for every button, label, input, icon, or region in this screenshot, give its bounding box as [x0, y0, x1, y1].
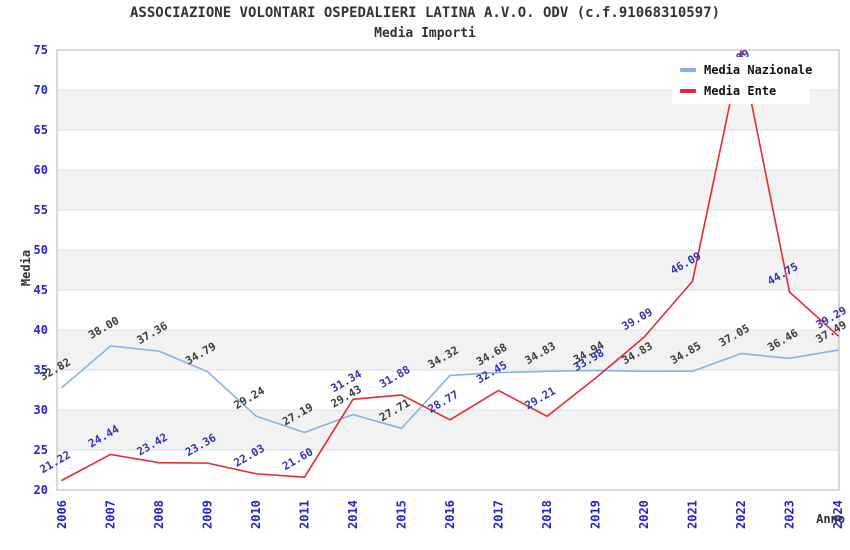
x-tick-label: 2015 — [395, 500, 409, 529]
y-tick-label: 60 — [34, 163, 48, 177]
y-axis-title: Media — [19, 250, 33, 286]
x-tick-label: 2014 — [346, 500, 360, 529]
y-tick-label: 40 — [34, 323, 48, 337]
plot-band — [57, 130, 839, 170]
chart-title: ASSOCIAZIONE VOLONTARI OSPEDALIERI LATIN… — [129, 5, 720, 21]
x-tick-label: 2008 — [152, 500, 166, 529]
series-line-media-nazionale — [61, 345, 839, 434]
y-tick-label: 25 — [34, 443, 48, 457]
x-tick-label: 2020 — [637, 500, 651, 529]
x-tick-label: 2007 — [104, 500, 118, 529]
y-tick-label: 50 — [34, 243, 48, 257]
x-tick-label: 2023 — [783, 500, 797, 529]
y-tick-label: 75 — [34, 43, 48, 57]
x-tick-label: 2016 — [443, 500, 457, 529]
x-tick-label: 2017 — [492, 500, 506, 529]
x-tick-label: 2011 — [298, 500, 312, 529]
plot-band — [57, 290, 839, 330]
legend: Media Nazionale Media Ente — [672, 57, 812, 104]
chart-subtitle: Media Importi — [374, 26, 476, 41]
y-tick-label: 45 — [34, 283, 48, 297]
y-tick-label: 65 — [34, 123, 48, 137]
plot-band — [57, 450, 839, 490]
plot-band — [57, 170, 839, 210]
x-axis-title: Anno — [816, 512, 845, 526]
y-tick-label: 70 — [34, 83, 48, 97]
plot-border — [56, 49, 840, 491]
x-tick-label: 2024 — [831, 500, 845, 529]
legend-label-nazionale: Media Nazionale — [704, 63, 813, 77]
legend-item-media-ente: Media Ente — [680, 84, 802, 98]
plot-band — [57, 210, 839, 250]
x-tick-label: 2010 — [249, 500, 263, 529]
x-tick-label: 2019 — [589, 500, 603, 529]
x-tick-label: 2018 — [540, 500, 554, 529]
y-tick-label: 55 — [34, 203, 48, 217]
y-tick-label: 20 — [34, 483, 48, 497]
legend-line-sample-ente — [680, 89, 696, 93]
plot-band — [57, 410, 839, 450]
legend-label-ente: Media Ente — [704, 84, 777, 98]
legend-line-sample-nazionale — [680, 68, 696, 72]
x-tick-label: 2022 — [734, 500, 748, 529]
series-line-media-ente — [61, 50, 839, 482]
y-tick-label: 35 — [34, 363, 48, 377]
legend-item-media-nazionale: Media Nazionale — [680, 63, 812, 77]
x-tick-label: 2009 — [201, 500, 215, 529]
y-tick-label: 30 — [34, 403, 48, 417]
x-tick-label: 2021 — [686, 500, 700, 529]
plot-band — [57, 250, 839, 290]
x-tick-label: 2006 — [55, 500, 69, 529]
